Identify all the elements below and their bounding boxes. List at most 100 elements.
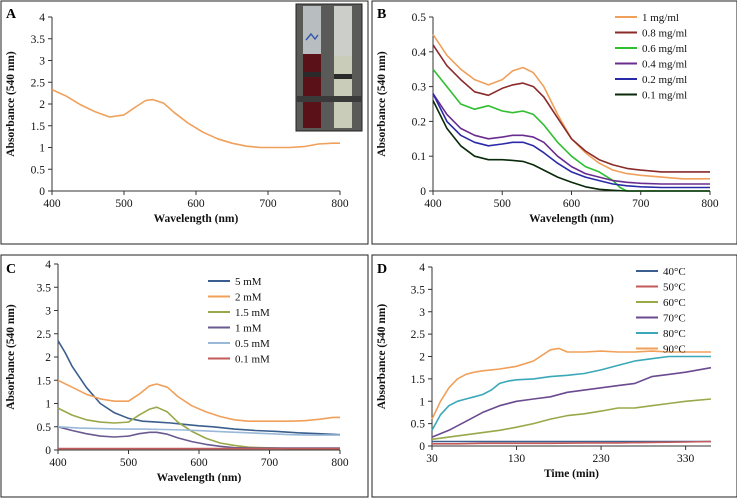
panel-d-ytick-label: 4	[419, 262, 425, 274]
panel-d-xtick-label: 230	[592, 453, 610, 465]
panel-a-xlabel: Wavelength (nm)	[154, 213, 239, 225]
panel-c-ytick-label: 1.5	[37, 375, 52, 387]
panel-d-ylabel: Absorbance (540 nm)	[376, 304, 388, 410]
panel-d-ytick-label: 2.5	[411, 329, 426, 341]
panel-c-ytick-label: 2	[45, 352, 51, 364]
panel-d-legend-label: 60°C	[663, 297, 686, 309]
vial-marking	[305, 32, 319, 41]
panel-b-ytick-label: 0.3	[412, 82, 427, 94]
panel-a: A 0 0.5 1 1.5 2 2.5 3 3.5 4 400 500 600 700 800 Wavelen…	[0, 0, 369, 245]
panel-d-ytick-label: 3.5	[411, 284, 426, 296]
panel-d-series-line	[431, 347, 711, 420]
panel-c-ytick-label: 0.5	[37, 422, 52, 434]
vial-right-band	[334, 74, 352, 79]
panel-a-xtick-label: 400	[43, 198, 61, 210]
panel-c-xtick-label: 500	[120, 457, 138, 469]
panel-b-series-line	[432, 33, 710, 180]
panel-b-legend-label: 0.8 mg/ml	[642, 28, 687, 40]
panel-c-legend-label: 0.5 mM	[235, 338, 270, 350]
panel-a-series-line	[51, 88, 340, 149]
vial-left-liquid	[303, 54, 321, 128]
panel-a-inset-photo	[295, 3, 363, 132]
panel-b-xtick-label: 400	[424, 198, 442, 210]
panel-d-legend-label: 80°C	[663, 328, 686, 340]
panel-d-legend-label: 70°C	[663, 313, 686, 325]
panel-b-xtick-label: 800	[701, 198, 719, 210]
panel-b-legend-label: 0.1 mg/ml	[642, 90, 687, 102]
rack-bar	[296, 96, 362, 102]
panel-c-ytick-label: 3.5	[37, 282, 52, 294]
panel-b-xlabel: Wavelength (nm)	[529, 213, 614, 225]
panel-c-legend-label: 1.5 mM	[235, 307, 270, 319]
panel-d-ytick-label: 0.5	[411, 419, 426, 431]
panel-c-ytick-label: 0	[45, 445, 51, 457]
panel-b-ytick-label: 0.2	[412, 116, 427, 128]
panel-b-xtick-label: 500	[494, 198, 512, 210]
vial-left-band	[303, 72, 321, 77]
panel-b-ylabel: Absorbance (540 nm)	[376, 51, 388, 157]
panel-d-ytick-label: 2	[419, 352, 425, 364]
panel-b-series-line	[432, 44, 710, 173]
panel-b-legend-label: 0.6 mg/ml	[642, 43, 687, 55]
panel-d-ytick-label: 1.5	[411, 374, 426, 386]
panel-b-legend-label: 1 mg/ml	[642, 12, 679, 24]
panel-a-xtick-label: 600	[187, 198, 205, 210]
panel-a-ytick-label: 2	[39, 99, 45, 111]
panel-c-ytick-label: 4	[45, 259, 51, 271]
panel-d-xtick-label: 30	[426, 453, 438, 465]
panel-a-ytick-label: 4	[39, 12, 45, 24]
panel-d-letter: D	[377, 262, 387, 277]
panel-c: C 0 0.5 1 1.5 2 2.5 3 3.5 4 400 500 600 700 800 Wavelen…	[0, 254, 369, 498]
panel-c-xtick-label: 400	[49, 457, 67, 469]
panel-c-ytick-label: 1	[45, 399, 51, 411]
panel-c-xlabel: Wavelength (nm)	[157, 472, 242, 484]
panel-d-legend-label: 40°C	[663, 266, 686, 278]
panel-d: D 0 0.5 1 1.5 2 2.5 3 3.5 4 30 130 230 330 Time (min) A…	[371, 254, 737, 498]
panel-a-xtick-label: 700	[259, 198, 277, 210]
panel-b: B 0 0.1 0.2 0.3 0.4 0.5 400 500 600 700 800 Waveleng…	[371, 0, 737, 245]
panel-c-legend-label: 5 mM	[235, 276, 262, 288]
panel-d-series-line	[431, 366, 712, 438]
panel-d-ytick-label: 0	[419, 441, 425, 453]
panel-c-ytick-label: 2.5	[37, 329, 52, 341]
panel-b-ytick-label: 0	[420, 186, 426, 198]
panel-b-letter: B	[377, 7, 386, 22]
panel-c-letter: C	[6, 262, 16, 277]
panel-c-legend-label: 2 mM	[235, 292, 262, 304]
panel-b-series-line	[432, 93, 710, 185]
panel-b-ytick-label: 0.4	[412, 47, 427, 59]
panel-a-ytick-label: 0	[39, 186, 45, 198]
panel-b-series-line	[432, 93, 710, 189]
panel-a-ytick-label: 1.5	[31, 121, 46, 133]
panel-d-series-line	[431, 398, 712, 441]
panel-a-ytick-label: 3	[39, 56, 45, 68]
panel-b-xtick-label: 700	[632, 198, 650, 210]
panel-c-xtick-label: 600	[190, 457, 208, 469]
panel-b-ytick-label: 0.1	[412, 151, 427, 163]
panel-d-series-line	[432, 440, 712, 445]
panel-b-legend-label: 0.2 mg/ml	[642, 74, 687, 86]
panel-d-xlabel: Time (min)	[544, 468, 599, 480]
panel-b-xtick-label: 600	[563, 198, 581, 210]
panel-b-series-line	[432, 100, 710, 192]
panel-c-ylabel: Absorbance (540 nm)	[5, 304, 17, 410]
panel-a-xtick-label: 500	[115, 198, 133, 210]
panel-d-xtick-label: 130	[508, 453, 526, 465]
panel-c-legend-label: 1 mM	[235, 323, 262, 335]
panel-d-ytick-label: 1	[419, 396, 425, 408]
vial-right-liquid	[334, 56, 352, 128]
panel-d-series-line	[431, 355, 711, 431]
panel-d-xtick-label: 330	[677, 453, 695, 465]
panel-b-series-line	[432, 68, 710, 192]
panel-a-xtick-label: 800	[331, 198, 349, 210]
panel-a-ytick-label: 2.5	[31, 77, 46, 89]
panel-d-legend-label: 50°C	[663, 282, 686, 294]
panel-c-series-line	[57, 379, 340, 423]
panel-c-series-line	[57, 426, 340, 436]
panel-d-ytick-label: 3	[419, 307, 425, 319]
panel-a-ytick-label: 3.5	[31, 34, 46, 46]
panel-a-letter: A	[6, 7, 17, 22]
panel-b-ytick-label: 0.5	[412, 12, 427, 24]
panel-c-frame	[0, 254, 369, 498]
